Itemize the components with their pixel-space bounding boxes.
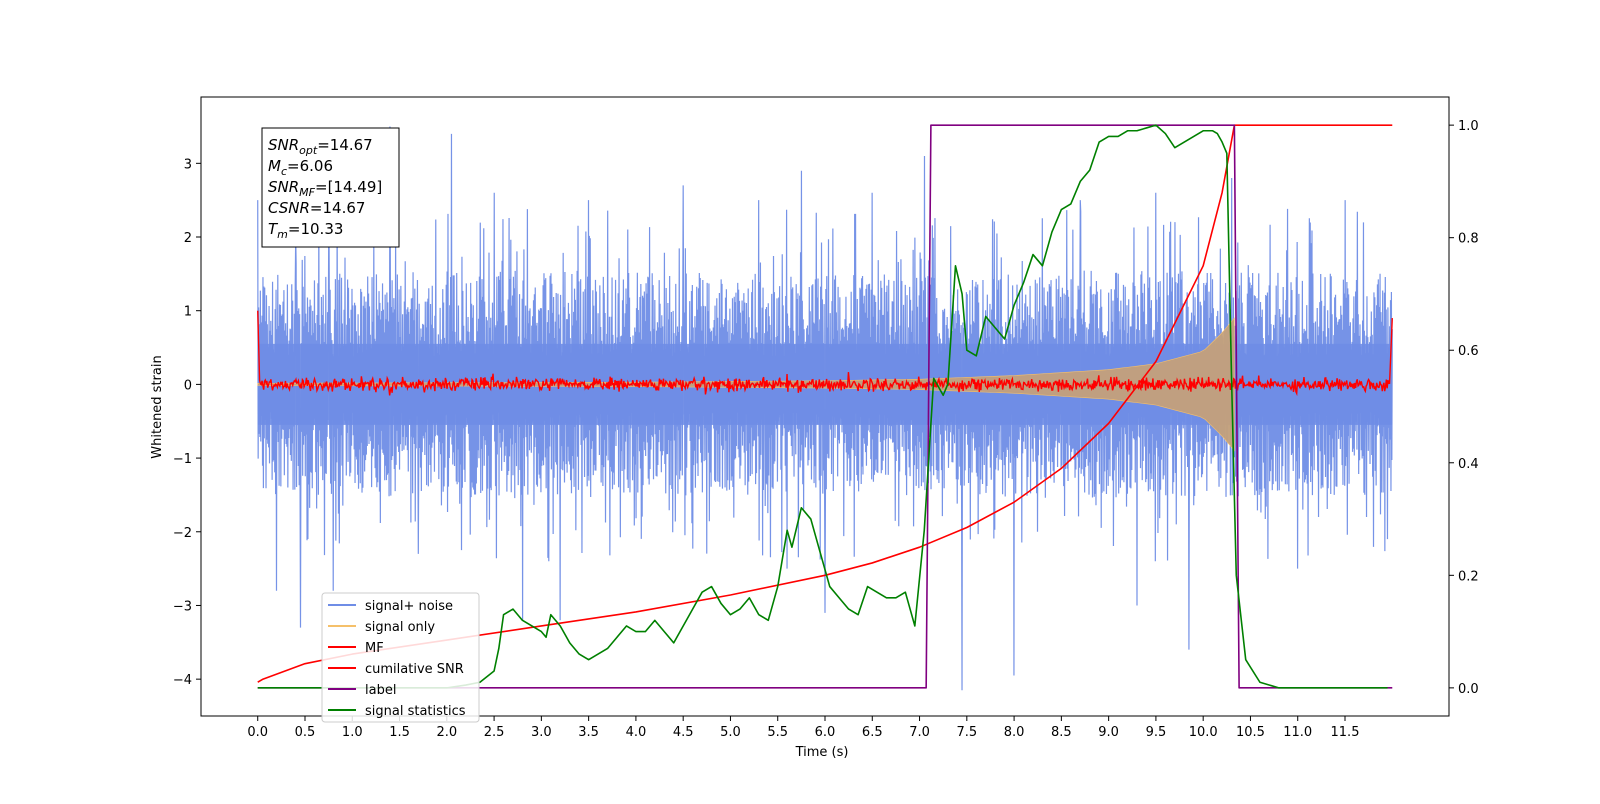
x-tick-label: 4.5	[673, 725, 694, 740]
legend-entry: signal+ noise	[365, 599, 453, 614]
y2-tick-label: 0.0	[1458, 682, 1479, 697]
y2-tick-label: 0.6	[1458, 344, 1479, 359]
x-axis: 0.0 0.5 1.0 1.5 2.0 2.5 3.0 3.5 4.0 4.5 5.0 5.5 6.0 6…	[247, 716, 1359, 740]
legend-entry: cumilative SNR	[365, 662, 464, 677]
y-tick-label: 3	[184, 157, 192, 172]
series-line	[257, 124, 1388, 689]
legend-entry: signal only	[365, 620, 435, 635]
x-tick-label: 8.0	[1004, 725, 1025, 740]
x-axis-title: Time (s)	[795, 745, 849, 760]
stats-annotation-frame	[261, 127, 400, 248]
stats-annotation-line: Tm=10.33	[268, 220, 343, 241]
y-axis-title: Whitened strain	[150, 355, 165, 458]
y-tick-label: −3	[173, 599, 192, 614]
y-tick-label: −1	[173, 452, 192, 467]
x-tick-label: 5.5	[767, 725, 788, 740]
legend-entry: MF	[365, 641, 384, 656]
y-axis-right: 0.0 0.2 0.4 0.6 0.8 1.0	[1449, 119, 1479, 697]
x-tick-label: 7.0	[909, 725, 930, 740]
y-tick-label: 0	[184, 378, 192, 393]
y-tick-label: −2	[173, 526, 192, 541]
legend-frame	[321, 592, 480, 723]
x-tick-label: 9.0	[1098, 725, 1119, 740]
legend: signal+ noise signal only MF cumilative SNR…	[321, 592, 480, 723]
stats-annotation-line: SNRopt=14.67	[268, 136, 373, 157]
x-tick-label: 2.0	[436, 725, 457, 740]
y2-tick-label: 1.0	[1458, 119, 1479, 134]
x-tick-label: 4.0	[626, 725, 647, 740]
y-axis-left: −4 −3 −2 −1 0 1 2 3	[173, 157, 201, 688]
x-tick-label: 5.0	[720, 725, 741, 740]
y2-tick-label: 0.8	[1458, 232, 1479, 247]
y2-tick-label: 0.2	[1458, 569, 1479, 584]
x-tick-label: 6.5	[862, 725, 883, 740]
series-line	[257, 124, 1393, 689]
y-tick-label: −4	[173, 673, 192, 688]
stats-annotation-box: SNRopt=14.67Mc=6.06SNRMF=[14.49]CSNR=14.…	[261, 127, 400, 248]
x-tick-label: 0.5	[295, 725, 316, 740]
legend-entry: label	[365, 683, 396, 698]
legend-entry: signal statistics	[365, 704, 466, 719]
x-tick-label: 10.5	[1236, 725, 1265, 740]
x-tick-label: 1.5	[389, 725, 410, 740]
x-tick-label: 2.5	[484, 725, 505, 740]
y-tick-label: 2	[184, 231, 192, 246]
x-tick-label: 3.5	[578, 725, 599, 740]
x-tick-label: 7.5	[956, 725, 977, 740]
plot-area	[257, 124, 1393, 691]
series-label	[257, 124, 1393, 689]
x-tick-label: 3.0	[531, 725, 552, 740]
x-tick-label: 10.0	[1189, 725, 1218, 740]
stats-annotation-line: Mc=6.06	[268, 157, 333, 178]
x-tick-label: 8.5	[1051, 725, 1072, 740]
x-tick-label: 0.0	[247, 725, 268, 740]
stats-annotation-line: SNRMF=[14.49]	[268, 178, 382, 199]
x-tick-label: 1.0	[342, 725, 363, 740]
stats-annotation-line: CSNR=14.67	[268, 199, 365, 217]
y2-tick-label: 0.4	[1458, 457, 1479, 472]
series-line	[257, 310, 1393, 397]
series-signal-statistics	[257, 124, 1388, 689]
x-tick-label: 9.5	[1146, 725, 1167, 740]
x-tick-label: 11.5	[1331, 725, 1360, 740]
x-tick-label: 11.0	[1283, 725, 1312, 740]
y-tick-label: 1	[184, 305, 192, 320]
x-tick-label: 6.0	[815, 725, 836, 740]
series-mf	[257, 310, 1393, 397]
